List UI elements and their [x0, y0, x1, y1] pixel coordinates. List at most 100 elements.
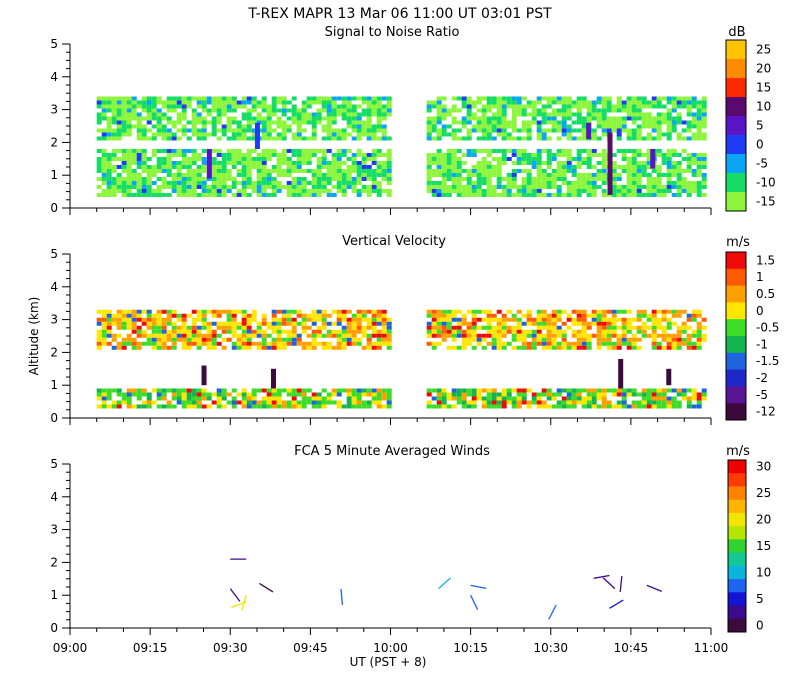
data-cell	[131, 184, 137, 189]
data-cell	[316, 100, 322, 105]
data-cell	[441, 168, 447, 173]
data-cell	[621, 404, 627, 409]
data-cell	[191, 396, 197, 401]
data-cell	[551, 124, 557, 129]
data-cell	[556, 333, 562, 338]
data-cell	[651, 176, 657, 181]
data-cell	[681, 120, 687, 125]
data-cell	[186, 192, 192, 197]
data-cell	[251, 404, 257, 409]
data-cell	[381, 329, 387, 334]
data-cell	[321, 148, 327, 153]
data-cell	[226, 309, 232, 314]
data-cell	[281, 128, 287, 133]
data-cell	[231, 333, 237, 338]
data-cell	[366, 388, 372, 393]
data-cell	[436, 400, 442, 405]
data-cell	[301, 168, 307, 173]
data-cell	[201, 396, 207, 401]
data-cell	[641, 404, 647, 409]
data-cell	[156, 192, 162, 197]
data-cell	[336, 329, 342, 334]
data-cell	[286, 309, 292, 314]
data-cell	[156, 132, 162, 137]
data-cell	[651, 333, 657, 338]
data-cell	[651, 404, 657, 409]
data-cell	[601, 104, 607, 109]
data-cell	[226, 325, 232, 330]
data-cell	[531, 156, 537, 161]
data-cell	[341, 388, 347, 393]
data-cell	[216, 116, 222, 121]
data-cell	[671, 192, 677, 197]
data-cell	[451, 128, 457, 133]
data-cell	[551, 404, 557, 409]
data-cell	[126, 188, 132, 193]
data-cell	[586, 321, 592, 326]
data-cell	[376, 341, 382, 346]
data-cell	[176, 180, 182, 185]
data-cell	[441, 317, 447, 322]
data-cell	[126, 176, 132, 181]
data-cell	[231, 148, 237, 153]
data-cell	[171, 341, 177, 346]
data-cell	[651, 192, 657, 197]
data-cell	[116, 188, 122, 193]
data-cell	[376, 345, 382, 350]
data-cell	[656, 192, 662, 197]
data-cell	[501, 341, 507, 346]
data-cell	[451, 160, 457, 165]
data-cell	[551, 329, 557, 334]
data-cell	[201, 325, 207, 330]
data-cell	[171, 345, 177, 350]
data-cell	[281, 152, 287, 157]
data-cell	[126, 396, 132, 401]
data-cell	[536, 168, 542, 173]
data-cell	[526, 192, 532, 197]
data-cell	[516, 156, 522, 161]
data-cell	[596, 112, 602, 117]
data-cell	[286, 400, 292, 405]
data-cell	[281, 345, 287, 350]
data-cell	[186, 148, 192, 153]
data-cell	[306, 100, 312, 105]
data-cell	[196, 392, 202, 397]
data-cell	[471, 100, 477, 105]
data-cell	[636, 325, 642, 330]
data-cell	[166, 172, 172, 177]
data-cell	[331, 160, 337, 165]
data-cell	[116, 172, 122, 177]
data-cell	[491, 333, 497, 338]
data-cell	[186, 404, 192, 409]
data-cell	[466, 388, 472, 393]
data-cell	[536, 124, 542, 129]
data-cell	[366, 116, 372, 121]
data-cell	[136, 116, 142, 121]
data-cell	[141, 309, 147, 314]
data-cell	[491, 341, 497, 346]
data-cell	[596, 392, 602, 397]
data-cell	[591, 112, 597, 117]
data-cell	[251, 156, 257, 161]
data-cell	[136, 172, 142, 177]
data-cell	[561, 192, 567, 197]
data-cell	[206, 404, 212, 409]
data-cell	[481, 176, 487, 181]
data-cell	[221, 345, 227, 350]
data-cell	[366, 192, 372, 197]
data-cell	[646, 120, 652, 125]
data-cell	[181, 325, 187, 330]
data-cell	[621, 116, 627, 121]
data-cell	[361, 160, 367, 165]
data-cell	[661, 392, 667, 397]
data-cell	[591, 172, 597, 177]
colorbar-swatch	[726, 252, 746, 270]
data-cell	[606, 96, 612, 101]
data-cell	[461, 188, 467, 193]
data-cell	[571, 333, 577, 338]
data-cell	[171, 152, 177, 157]
data-cell	[656, 345, 662, 350]
data-cell	[221, 188, 227, 193]
data-cell	[531, 321, 537, 326]
data-cell	[291, 108, 297, 113]
